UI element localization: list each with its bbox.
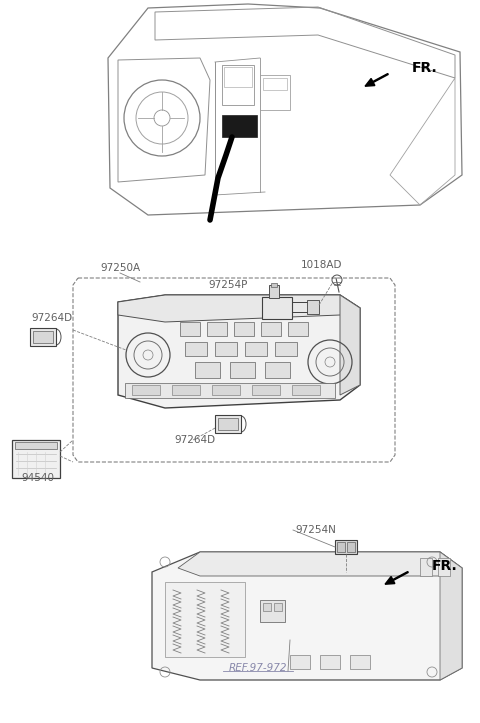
Bar: [260, 600, 285, 622]
Polygon shape: [118, 295, 360, 322]
Bar: [265, 362, 290, 378]
Bar: [292, 385, 320, 395]
Bar: [195, 362, 220, 378]
Bar: [30, 328, 56, 346]
Bar: [263, 603, 271, 611]
Polygon shape: [152, 552, 462, 680]
Bar: [320, 655, 340, 669]
Bar: [224, 67, 252, 87]
Bar: [230, 362, 255, 378]
Bar: [33, 331, 53, 343]
Bar: [260, 75, 290, 110]
Bar: [269, 285, 279, 298]
Bar: [307, 300, 319, 314]
Bar: [337, 542, 345, 552]
Bar: [261, 322, 281, 336]
Text: 1018AD: 1018AD: [301, 260, 343, 270]
Text: 97254N: 97254N: [295, 525, 336, 535]
Bar: [172, 385, 200, 395]
Text: FR.: FR.: [412, 61, 438, 75]
Bar: [438, 558, 450, 576]
Bar: [207, 322, 227, 336]
Bar: [262, 297, 292, 319]
Polygon shape: [118, 295, 360, 408]
Bar: [180, 322, 200, 336]
Text: 97254P: 97254P: [208, 280, 248, 290]
Bar: [271, 283, 277, 287]
Bar: [263, 78, 287, 90]
Polygon shape: [440, 552, 462, 680]
Bar: [12, 440, 60, 478]
Bar: [185, 342, 207, 356]
Text: FR.: FR.: [432, 559, 458, 573]
FancyArrow shape: [385, 572, 408, 584]
Text: 97250A: 97250A: [100, 263, 140, 273]
Bar: [347, 542, 355, 552]
Bar: [212, 385, 240, 395]
Polygon shape: [340, 295, 360, 395]
Bar: [420, 558, 432, 576]
Bar: [215, 415, 241, 433]
Bar: [215, 342, 237, 356]
Bar: [218, 418, 238, 430]
Bar: [234, 322, 254, 336]
Bar: [350, 655, 370, 669]
Bar: [132, 385, 160, 395]
Bar: [252, 385, 280, 395]
Text: 94540: 94540: [22, 473, 55, 483]
Text: 97264D: 97264D: [31, 313, 72, 323]
Bar: [125, 383, 335, 398]
Bar: [288, 322, 308, 336]
FancyArrow shape: [365, 74, 388, 86]
Bar: [165, 582, 245, 657]
Bar: [274, 603, 282, 611]
Polygon shape: [178, 552, 462, 576]
Bar: [335, 540, 357, 554]
Bar: [222, 115, 257, 137]
Bar: [15, 442, 57, 449]
Text: 97264D: 97264D: [174, 435, 216, 445]
Bar: [275, 342, 297, 356]
Text: REF.97-972: REF.97-972: [229, 663, 287, 673]
Bar: [245, 342, 267, 356]
Bar: [222, 65, 254, 105]
Bar: [290, 655, 310, 669]
